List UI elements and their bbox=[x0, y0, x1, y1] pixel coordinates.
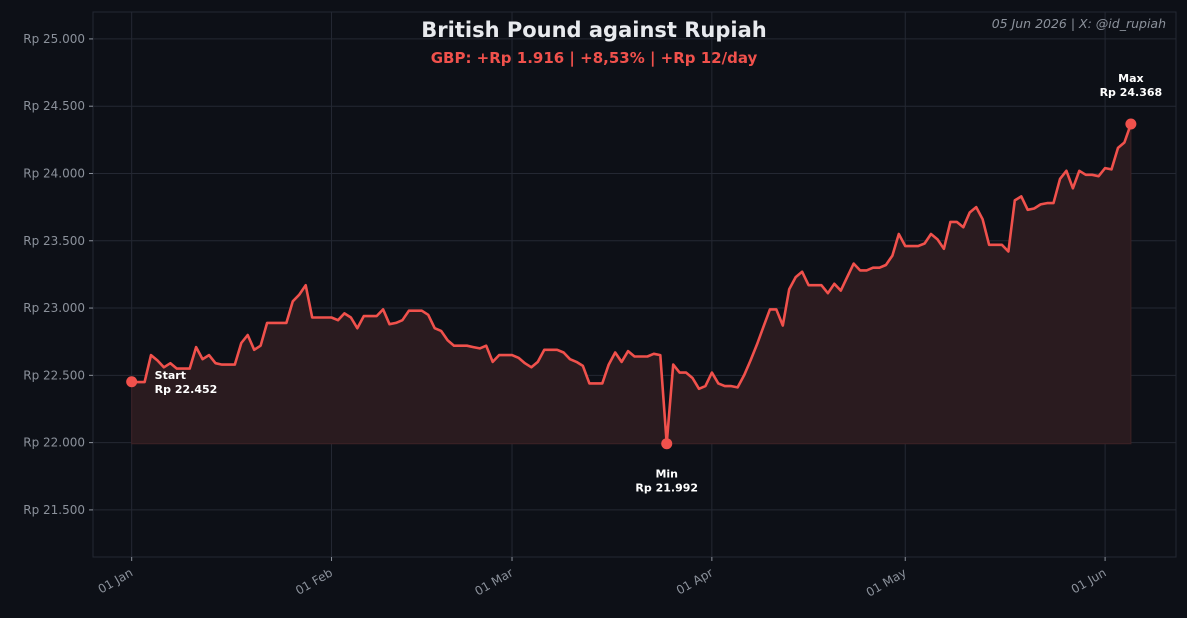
marker-start bbox=[126, 376, 138, 388]
y-tick-label: Rp 24.000 bbox=[23, 166, 85, 180]
y-tick-label: Rp 23.500 bbox=[23, 234, 85, 248]
chart-title: British Pound against Rupiah bbox=[421, 18, 766, 42]
marker-min bbox=[661, 438, 673, 450]
annotation-min-label: Min bbox=[655, 468, 678, 481]
corner-note: 05 Jun 2026 | X: @id_rupiah bbox=[992, 16, 1166, 31]
y-tick-label: Rp 25.000 bbox=[23, 32, 85, 46]
annotation-max-value: Rp 24.368 bbox=[1100, 86, 1163, 99]
annotation-min-value: Rp 21.992 bbox=[635, 482, 698, 495]
marker-max bbox=[1125, 118, 1137, 130]
annotation-start-label: Start bbox=[155, 369, 186, 382]
plot-area: Rp 21.500 Rp 22.000 Rp 22.500 Rp 23.000 Rp 2… bbox=[23, 11, 1177, 600]
y-tick-label: Rp 24.500 bbox=[23, 99, 85, 113]
y-tick-label: Rp 22.000 bbox=[23, 436, 85, 450]
y-axis: Rp 21.500 Rp 22.000 Rp 22.500 Rp 23.000 Rp 2… bbox=[23, 32, 93, 517]
annotation-start-value: Rp 22.452 bbox=[155, 383, 218, 396]
chart-subtitle: GBP: +Rp 1.916 | +8,53% | +Rp 12/day bbox=[431, 49, 758, 68]
annotation-max-label: Max bbox=[1118, 72, 1143, 85]
y-tick-label: Rp 22.500 bbox=[23, 368, 85, 382]
y-tick-label: Rp 21.500 bbox=[23, 503, 85, 517]
y-tick-label: Rp 23.000 bbox=[23, 301, 85, 315]
series-line bbox=[131, 123, 1133, 445]
